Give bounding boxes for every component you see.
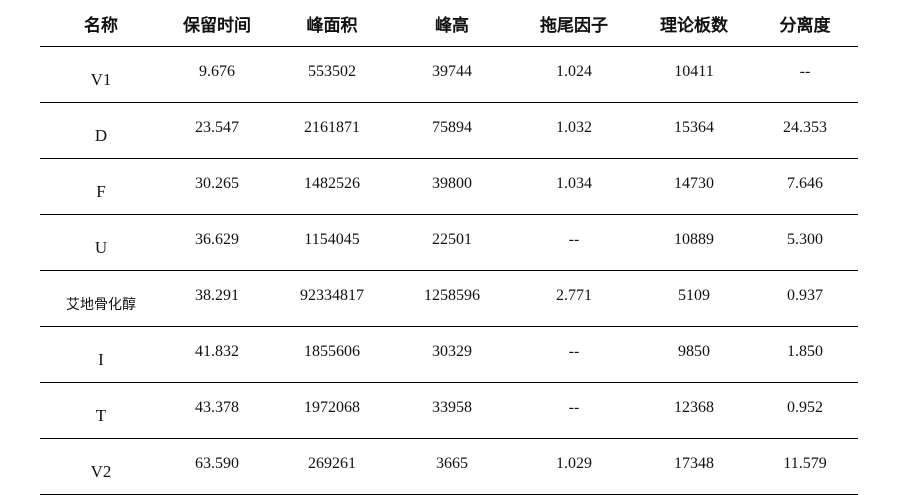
cell-peak-height: 39744 xyxy=(392,46,512,103)
header-tailing-factor: 拖尾因子 xyxy=(512,0,636,47)
cell-peak-height: 75894 xyxy=(392,102,512,159)
cell-theoretical-plates: 17348 xyxy=(636,438,752,495)
cell-resolution: 11.579 xyxy=(752,438,858,495)
cell-retention-time: 43.378 xyxy=(162,382,272,439)
cell-resolution: 7.646 xyxy=(752,158,858,215)
cell-tailing-factor: 2.771 xyxy=(512,270,636,327)
cell-peak-height: 33958 xyxy=(392,382,512,439)
cell-tailing-factor: -- xyxy=(512,382,636,439)
cell-theoretical-plates: 12368 xyxy=(636,382,752,439)
cell-peak-area: 1855606 xyxy=(272,326,392,383)
cell-tailing-factor: 1.029 xyxy=(512,438,636,495)
chromatography-results-table: 名称 保留时间 峰面积 峰高 拖尾因子 理论板数 分离度 V1 9.676 55… xyxy=(40,0,858,495)
table-row: V2 63.590 269261 3665 1.029 17348 11.579 xyxy=(40,438,858,495)
cell-tailing-factor: 1.024 xyxy=(512,46,636,103)
cell-peak-height: 39800 xyxy=(392,158,512,215)
cell-peak-area: 1972068 xyxy=(272,382,392,439)
header-resolution: 分离度 xyxy=(752,0,858,47)
table-row: I 41.832 1855606 30329 -- 9850 1.850 xyxy=(40,326,858,383)
cell-name: 艾地骨化醇 xyxy=(40,270,162,327)
cell-peak-height: 30329 xyxy=(392,326,512,383)
cell-peak-height: 22501 xyxy=(392,214,512,271)
cell-resolution: 5.300 xyxy=(752,214,858,271)
cell-name: I xyxy=(40,326,162,383)
table-row: V1 9.676 553502 39744 1.024 10411 -- xyxy=(40,46,858,103)
table-header: 名称 保留时间 峰面积 峰高 拖尾因子 理论板数 分离度 xyxy=(40,0,858,47)
cell-theoretical-plates: 9850 xyxy=(636,326,752,383)
cell-peak-height: 3665 xyxy=(392,438,512,495)
cell-retention-time: 23.547 xyxy=(162,102,272,159)
cell-peak-area: 1154045 xyxy=(272,214,392,271)
cell-name: U xyxy=(40,214,162,271)
header-peak-height: 峰高 xyxy=(392,0,512,47)
cell-theoretical-plates: 10411 xyxy=(636,46,752,103)
cell-retention-time: 36.629 xyxy=(162,214,272,271)
header-row: 名称 保留时间 峰面积 峰高 拖尾因子 理论板数 分离度 xyxy=(40,0,858,47)
cell-tailing-factor: 1.034 xyxy=(512,158,636,215)
header-peak-area: 峰面积 xyxy=(272,0,392,47)
cell-peak-area: 92334817 xyxy=(272,270,392,327)
cell-peak-area: 2161871 xyxy=(272,102,392,159)
cell-tailing-factor: 1.032 xyxy=(512,102,636,159)
header-retention-time: 保留时间 xyxy=(162,0,272,47)
table-row: 艾地骨化醇 38.291 92334817 1258596 2.771 5109… xyxy=(40,270,858,327)
cell-name: F xyxy=(40,158,162,215)
table-row: D 23.547 2161871 75894 1.032 15364 24.35… xyxy=(40,102,858,159)
cell-name: T xyxy=(40,382,162,439)
cell-name: D xyxy=(40,102,162,159)
cell-tailing-factor: -- xyxy=(512,214,636,271)
cell-peak-area: 269261 xyxy=(272,438,392,495)
header-theoretical-plates: 理论板数 xyxy=(636,0,752,47)
cell-resolution: 0.952 xyxy=(752,382,858,439)
cell-retention-time: 38.291 xyxy=(162,270,272,327)
cell-resolution: 1.850 xyxy=(752,326,858,383)
cell-resolution: 24.353 xyxy=(752,102,858,159)
table-body: V1 9.676 553502 39744 1.024 10411 -- D 2… xyxy=(40,46,858,495)
table-row: F 30.265 1482526 39800 1.034 14730 7.646 xyxy=(40,158,858,215)
cell-theoretical-plates: 14730 xyxy=(636,158,752,215)
cell-peak-height: 1258596 xyxy=(392,270,512,327)
cell-theoretical-plates: 5109 xyxy=(636,270,752,327)
cell-peak-area: 1482526 xyxy=(272,158,392,215)
table-row: T 43.378 1972068 33958 -- 12368 0.952 xyxy=(40,382,858,439)
cell-peak-area: 553502 xyxy=(272,46,392,103)
table-row: U 36.629 1154045 22501 -- 10889 5.300 xyxy=(40,214,858,271)
header-name: 名称 xyxy=(40,0,162,47)
cell-retention-time: 63.590 xyxy=(162,438,272,495)
chromatography-results-table-wrapper: 名称 保留时间 峰面积 峰高 拖尾因子 理论板数 分离度 V1 9.676 55… xyxy=(40,0,858,495)
cell-theoretical-plates: 10889 xyxy=(636,214,752,271)
cell-resolution: -- xyxy=(752,46,858,103)
cell-retention-time: 41.832 xyxy=(162,326,272,383)
cell-retention-time: 9.676 xyxy=(162,46,272,103)
cell-tailing-factor: -- xyxy=(512,326,636,383)
cell-name: V2 xyxy=(40,438,162,495)
cell-retention-time: 30.265 xyxy=(162,158,272,215)
cell-resolution: 0.937 xyxy=(752,270,858,327)
cell-theoretical-plates: 15364 xyxy=(636,102,752,159)
cell-name: V1 xyxy=(40,46,162,103)
